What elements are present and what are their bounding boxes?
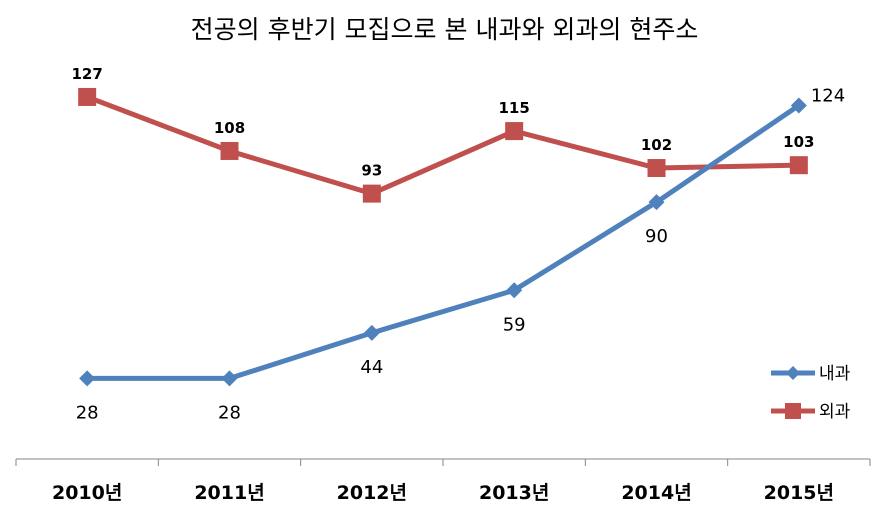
legend-label: 내과 <box>819 364 851 384</box>
x-tick-label: 2011년 <box>194 482 264 504</box>
data-labels: 127 108 93 115 102 103 28 28 44 59 90 124 <box>72 65 846 423</box>
data-point-diamond <box>221 370 238 387</box>
series-layer <box>78 87 808 387</box>
data-point-diamond <box>790 97 807 114</box>
data-point-diamond <box>363 324 380 341</box>
x-tick-label: 2012년 <box>337 482 407 504</box>
data-label: 28 <box>218 402 241 423</box>
data-point-square <box>505 122 524 141</box>
data-label: 59 <box>503 314 526 335</box>
legend-label: 외과 <box>819 402 851 422</box>
data-point-diamond <box>79 370 96 387</box>
x-axis: 2010년 2011년 2012년 2013년 2014년 2015년 <box>15 458 871 504</box>
x-tick-label: 2013년 <box>479 482 549 504</box>
x-tick-label: 2010년 <box>52 482 122 504</box>
series-line-internal-medicine <box>84 102 802 381</box>
data-point-diamond <box>506 282 523 299</box>
data-label: 28 <box>76 402 99 423</box>
chart-title: 전공의 후반기 모집으로 본 내과와 외과의 현주소 <box>190 15 699 44</box>
data-label: 124 <box>811 85 845 106</box>
data-point-square <box>220 141 239 160</box>
legend-marker-square <box>785 403 801 419</box>
data-point-square <box>362 184 381 203</box>
data-label: 127 <box>72 65 103 83</box>
x-tick-label: 2015년 <box>764 482 834 504</box>
data-point-square <box>78 87 97 106</box>
data-point-square <box>647 159 666 178</box>
data-label: 108 <box>214 119 245 137</box>
data-label: 93 <box>361 162 382 180</box>
legend-marker-diamond <box>786 366 800 380</box>
data-label: 44 <box>360 357 383 378</box>
data-label: 90 <box>645 226 668 247</box>
data-label: 115 <box>499 99 530 117</box>
data-point-diamond <box>648 194 665 211</box>
data-label: 102 <box>641 136 672 154</box>
series-line-surgery <box>84 94 802 197</box>
x-tick-label: 2014년 <box>621 482 691 504</box>
data-label: 103 <box>783 133 814 151</box>
data-point-square <box>789 156 808 175</box>
